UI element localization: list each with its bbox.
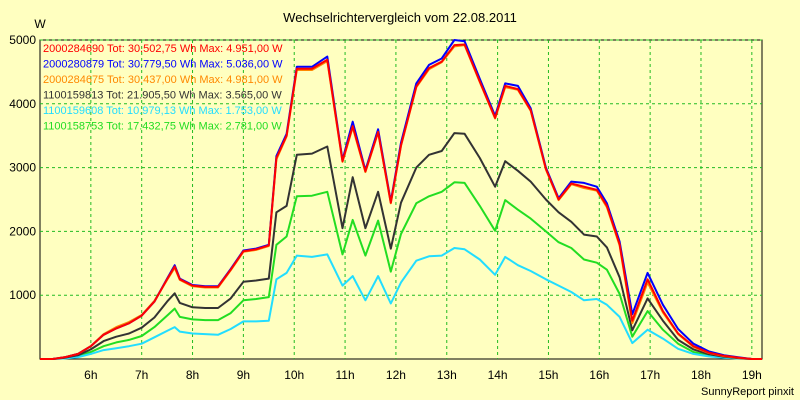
legend-entry-5: 1100159608 Tot: 10.979,13 Wh Max: 1.753,… [43, 105, 282, 117]
x-tick-label: 17h [640, 368, 660, 382]
legend-entry-3: 2000284675 Tot: 30.437,00 Wh Max: 4.981,… [43, 74, 283, 86]
grid [40, 39, 762, 359]
legend: 2000284690 Tot: 30.502,75 Wh Max: 4.951,… [43, 43, 283, 133]
x-tick-label: 7h [135, 368, 148, 382]
x-tick-label: 16h [589, 368, 609, 382]
chart-title: Wechselrichtervergleich vom 22.08.2011 [283, 10, 517, 25]
x-tick-label: 18h [691, 368, 711, 382]
series-line-4 [40, 132, 762, 360]
legend-entry-6: 1100158753 Tot: 17.432,75 Wh Max: 2.781,… [43, 121, 282, 133]
y-axis-ticks: 1000 2000 3000 4000 5000 [9, 33, 36, 302]
y-tick-label: 5000 [9, 33, 36, 47]
footer-credit: SunnyReport pinxit [701, 386, 794, 398]
x-axis-ticks: 6h 7h 8h 9h 10h 11h 12h 13h 14h 15h 16h 17h 18h 19h [84, 368, 762, 382]
series-line-5 [40, 247, 762, 360]
x-tick-label: 19h [742, 368, 762, 382]
x-tick-label: 11h [336, 368, 355, 382]
y-tick-label: 2000 [9, 224, 36, 238]
plot-area [39, 39, 763, 360]
x-tick-label: 10h [284, 368, 304, 382]
legend-entry-4: 1100159813 Tot: 21.905,50 Wh Max: 3.565,… [43, 90, 282, 102]
x-tick-label: 14h [488, 368, 508, 382]
series-line-6 [40, 181, 762, 360]
legend-entry-2: 2000280879 Tot: 30.779,50 Wh Max: 5.036,… [43, 59, 283, 71]
series-lines [40, 39, 762, 360]
y-tick-label: 3000 [9, 161, 36, 175]
x-tick-label: 6h [84, 368, 97, 382]
x-tick-label: 12h [386, 368, 406, 382]
y-tick-label: 4000 [9, 97, 36, 111]
x-tick-label: 13h [437, 368, 457, 382]
x-tick-label: 15h [538, 368, 558, 382]
y-tick-label: 1000 [9, 288, 36, 302]
y-axis-label: W [34, 17, 46, 31]
series-line-1 [40, 43, 762, 360]
x-tick-label: 8h [186, 368, 199, 382]
x-tick-label: 9h [237, 368, 250, 382]
legend-entry-1: 2000284690 Tot: 30.502,75 Wh Max: 4.951,… [43, 43, 283, 55]
